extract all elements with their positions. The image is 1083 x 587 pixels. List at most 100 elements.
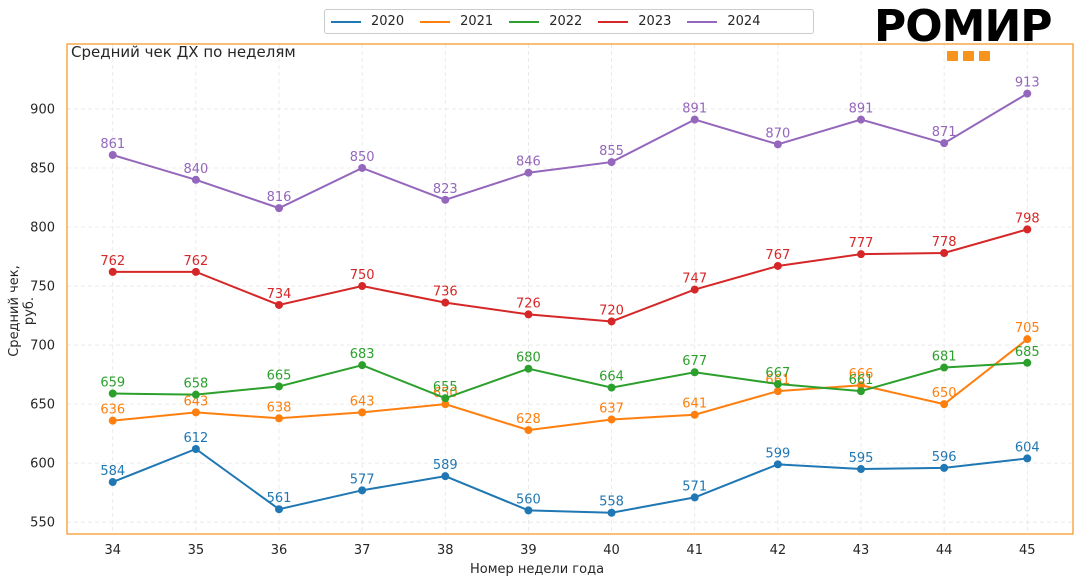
data-label: 816 — [267, 190, 292, 205]
data-label: 589 — [433, 458, 458, 473]
logo-text: РОМИР — [874, 1, 1053, 52]
data-label: 891 — [682, 102, 707, 117]
data-point — [1023, 89, 1032, 98]
legend-swatch — [687, 20, 718, 23]
data-point — [358, 282, 367, 291]
series-line-2022 — [112, 361, 1028, 400]
data-label: 560 — [516, 492, 541, 507]
x-tick-label: 34 — [104, 543, 121, 558]
data-label: 767 — [765, 248, 790, 263]
data-label: 871 — [932, 125, 957, 140]
legend-swatch — [598, 20, 629, 23]
data-point — [441, 400, 450, 409]
data-label: 681 — [932, 350, 957, 365]
data-point — [856, 465, 865, 474]
data-label: 666 — [849, 367, 874, 382]
data-label: 778 — [932, 235, 957, 250]
y-axis-label: Средний чек, руб. — [7, 265, 37, 357]
data-point — [940, 248, 949, 257]
data-point — [1023, 335, 1032, 344]
data-label: 750 — [350, 268, 375, 283]
data-label: 840 — [183, 162, 208, 177]
data-point — [524, 426, 533, 435]
data-point — [441, 394, 450, 403]
data-point — [1023, 225, 1032, 234]
data-label: 677 — [682, 354, 707, 369]
data-point — [690, 115, 699, 124]
data-point — [690, 368, 699, 377]
data-label: 747 — [682, 272, 707, 287]
data-label: 584 — [100, 464, 125, 479]
data-point — [940, 139, 949, 148]
data-point — [940, 363, 949, 372]
data-point — [275, 505, 284, 514]
data-point — [690, 285, 699, 294]
data-point — [441, 195, 450, 204]
data-point — [856, 250, 865, 259]
data-label: 599 — [765, 446, 790, 461]
legend-item-2020: 2020 — [329, 14, 404, 29]
y-axis-ticks: 550 600 650 700 750 800 850 900 — [30, 102, 55, 530]
data-point — [856, 387, 865, 396]
data-label: 870 — [765, 126, 790, 141]
grid — [67, 44, 1073, 534]
legend-swatch — [420, 20, 451, 23]
data-label: 665 — [267, 368, 292, 383]
series-2022: 659 658 665 683 655 680 664 677 667 661 681 685 — [100, 345, 1040, 403]
data-label: 638 — [267, 400, 292, 415]
x-axis-label: Номер недели года — [470, 562, 605, 577]
logo-dot — [947, 51, 958, 61]
x-tick-label: 44 — [936, 543, 953, 558]
x-tick-label: 38 — [437, 543, 454, 558]
y-tick-label: 550 — [30, 516, 55, 531]
data-label: 637 — [599, 401, 624, 416]
series-line-2021 — [112, 338, 1028, 432]
data-label: 734 — [267, 287, 292, 302]
data-point — [441, 298, 450, 307]
data-point — [690, 493, 699, 502]
data-label: 685 — [1015, 345, 1040, 360]
data-label: 661 — [849, 373, 874, 388]
series-2020: 584 612 561 577 589 560 558 571 599 595 596 604 — [100, 431, 1040, 517]
logo-dot — [979, 51, 990, 61]
y-tick-label: 700 — [30, 339, 55, 354]
data-label: 683 — [350, 347, 375, 362]
chart-title: Средний чек ДХ по неделям — [71, 43, 296, 61]
data-point — [773, 460, 782, 469]
data-point — [191, 444, 200, 453]
data-point — [940, 463, 949, 472]
x-tick-label: 45 — [1019, 543, 1036, 558]
data-label: 664 — [599, 370, 624, 385]
legend-label: 2023 — [638, 14, 672, 29]
x-tick-label: 40 — [603, 543, 620, 558]
data-label: 596 — [932, 450, 957, 465]
data-label: 643 — [183, 394, 208, 409]
data-point — [607, 383, 616, 392]
data-point — [856, 381, 865, 390]
x-tick-label: 39 — [520, 543, 537, 558]
data-point — [191, 390, 200, 399]
data-label: 667 — [765, 366, 790, 381]
data-point — [358, 163, 367, 172]
series-line-2023 — [112, 228, 1028, 323]
data-label: 855 — [599, 144, 624, 159]
data-label: 604 — [1015, 440, 1040, 455]
data-label: 913 — [1015, 76, 1040, 91]
data-point — [524, 364, 533, 373]
data-point — [275, 204, 284, 213]
data-point — [191, 267, 200, 276]
y-tick-label: 650 — [30, 398, 55, 413]
data-point — [1023, 454, 1032, 463]
y-tick-label: 600 — [30, 457, 55, 472]
data-label: 577 — [350, 472, 375, 487]
legend: 2020 2021 2022 2023 2024 — [324, 9, 814, 34]
data-label: 762 — [100, 254, 125, 269]
data-point — [108, 267, 117, 276]
data-point — [773, 387, 782, 396]
y-tick-label: 900 — [30, 102, 55, 117]
data-label: 658 — [183, 377, 208, 392]
logo-dot — [963, 51, 974, 61]
data-label: 777 — [849, 236, 874, 251]
data-label: 558 — [599, 495, 624, 510]
data-label: 655 — [433, 380, 458, 395]
